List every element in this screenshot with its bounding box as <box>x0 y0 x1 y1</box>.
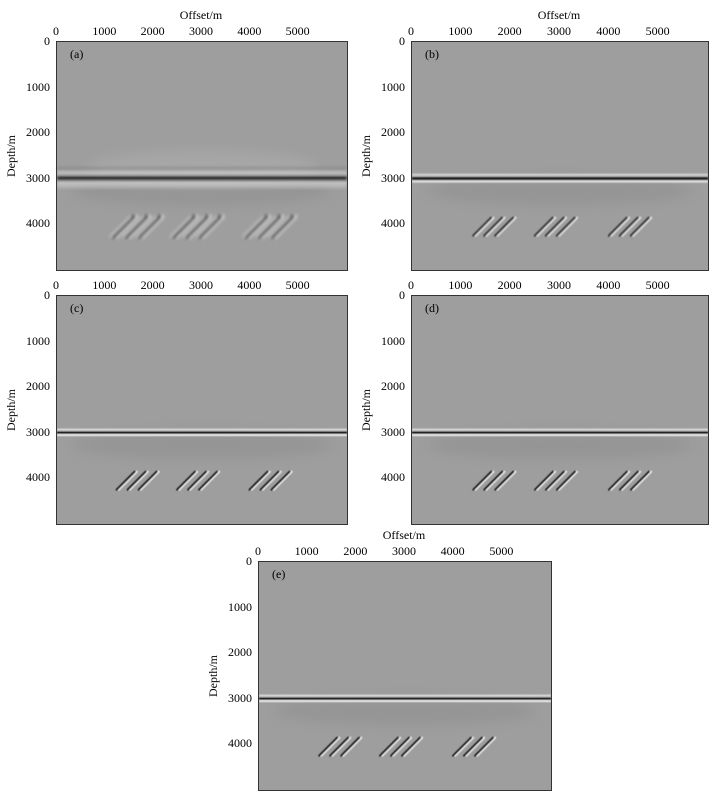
y-tick-label: 2000 <box>381 125 405 140</box>
x-tick-label: 1000 <box>92 278 117 292</box>
fault-event-group <box>242 214 297 239</box>
y-tick-label: 1000 <box>381 79 405 94</box>
x-tick-label: 5000 <box>645 278 670 292</box>
y-axis-title: Depth/m <box>206 655 220 697</box>
x-tick-label: 3000 <box>392 544 416 558</box>
fault-event-group <box>534 470 579 491</box>
y-tick-label: 1000 <box>228 599 252 614</box>
seismic-image <box>411 41 709 271</box>
x-tick-label: 5000 <box>645 24 670 38</box>
x-tick-label: 0 <box>53 278 59 292</box>
x-tick-label: 2000 <box>497 24 522 38</box>
reflector <box>259 694 551 703</box>
x-tick-label: 4000 <box>596 24 621 38</box>
reflector <box>57 167 347 188</box>
y-tick-label: 4000 <box>26 216 50 231</box>
x-tick-label: 5000 <box>489 544 514 558</box>
fault-event-group <box>534 216 579 237</box>
x-tick-label: 4000 <box>440 544 465 558</box>
y-axis-title: Depth/m <box>4 389 18 431</box>
x-axis-title: Offset/m <box>179 8 223 22</box>
x-tick-label: 4000 <box>237 24 262 38</box>
fault-event-group <box>472 216 517 237</box>
x-tick-label: 5000 <box>285 24 310 38</box>
migration-halo <box>426 176 694 205</box>
y-tick-label: 1000 <box>26 333 50 348</box>
y-tick-label: 3000 <box>26 170 50 185</box>
y-tick-label: 0 <box>399 288 405 302</box>
x-axis-title: Offset/m <box>382 528 426 542</box>
y-axis-title: Depth/m <box>359 389 373 431</box>
y-tick-label: 4000 <box>26 470 50 485</box>
x-tick-label: 1000 <box>92 24 117 38</box>
x-tick-label: 4000 <box>596 278 621 292</box>
x-tick-label: 0 <box>408 24 414 38</box>
y-tick-label: 3000 <box>381 424 405 439</box>
x-tick-label: 5000 <box>285 278 310 292</box>
x-tick-label: 1000 <box>294 544 319 558</box>
fault-event-group <box>452 736 497 757</box>
x-tick-label: 3000 <box>547 278 571 292</box>
reflector <box>412 428 708 437</box>
fault-event-group <box>608 470 653 491</box>
y-tick-label: 2000 <box>381 379 405 394</box>
y-tick-label: 2000 <box>26 125 50 140</box>
y-tick-label: 4000 <box>381 470 405 485</box>
fault-event-group <box>115 470 160 491</box>
reflector <box>412 173 708 183</box>
x-tick-label: 2000 <box>343 544 368 558</box>
x-tick-label: 2000 <box>497 278 522 292</box>
seismic-image <box>56 295 348 525</box>
reflector <box>57 428 347 437</box>
panel-label: (c) <box>70 301 84 315</box>
y-tick-label: 2000 <box>228 645 252 660</box>
panel-label: (a) <box>70 47 84 61</box>
x-tick-label: 3000 <box>189 278 213 292</box>
y-tick-label: 1000 <box>381 333 405 348</box>
y-tick-label: 2000 <box>26 379 50 394</box>
fault-event-group <box>379 736 424 757</box>
x-axis-title: Offset/m <box>537 8 581 22</box>
fault-event-group <box>318 736 363 757</box>
fault-event-group <box>109 214 164 239</box>
y-tick-label: 0 <box>44 34 50 48</box>
y-axis-title: Depth/m <box>359 135 373 177</box>
migration-halo <box>71 176 333 205</box>
migration-halo <box>426 430 694 459</box>
migration-halo <box>273 696 537 725</box>
fault-event-group <box>472 470 517 491</box>
x-tick-label: 0 <box>408 278 414 292</box>
x-tick-label: 4000 <box>237 278 262 292</box>
panel-label: (b) <box>425 47 439 61</box>
y-tick-label: 3000 <box>26 424 50 439</box>
y-axis-title: Depth/m <box>4 135 18 177</box>
y-tick-label: 0 <box>44 288 50 302</box>
x-tick-label: 2000 <box>140 24 165 38</box>
seismic-image <box>56 41 348 271</box>
x-tick-label: 1000 <box>448 24 473 38</box>
x-tick-label: 0 <box>255 544 261 558</box>
seismic-image <box>411 295 709 525</box>
migration-halo <box>71 430 333 459</box>
x-tick-label: 2000 <box>140 278 165 292</box>
seismic-image <box>258 561 552 791</box>
y-tick-label: 0 <box>246 554 252 568</box>
x-tick-label: 3000 <box>189 24 213 38</box>
y-tick-label: 4000 <box>381 216 405 231</box>
x-tick-label: 0 <box>53 24 59 38</box>
y-tick-label: 0 <box>399 34 405 48</box>
fault-event-group <box>176 470 221 491</box>
y-tick-label: 3000 <box>381 170 405 185</box>
fault-event-group <box>608 216 653 237</box>
fault-event-group <box>248 470 293 491</box>
y-tick-label: 3000 <box>228 690 252 705</box>
panel-label: (d) <box>425 301 439 315</box>
y-tick-label: 1000 <box>26 79 50 94</box>
panel-label: (e) <box>272 567 286 581</box>
fault-event-group <box>170 214 225 239</box>
x-tick-label: 1000 <box>448 278 473 292</box>
y-tick-label: 4000 <box>228 736 252 751</box>
x-tick-label: 3000 <box>547 24 571 38</box>
